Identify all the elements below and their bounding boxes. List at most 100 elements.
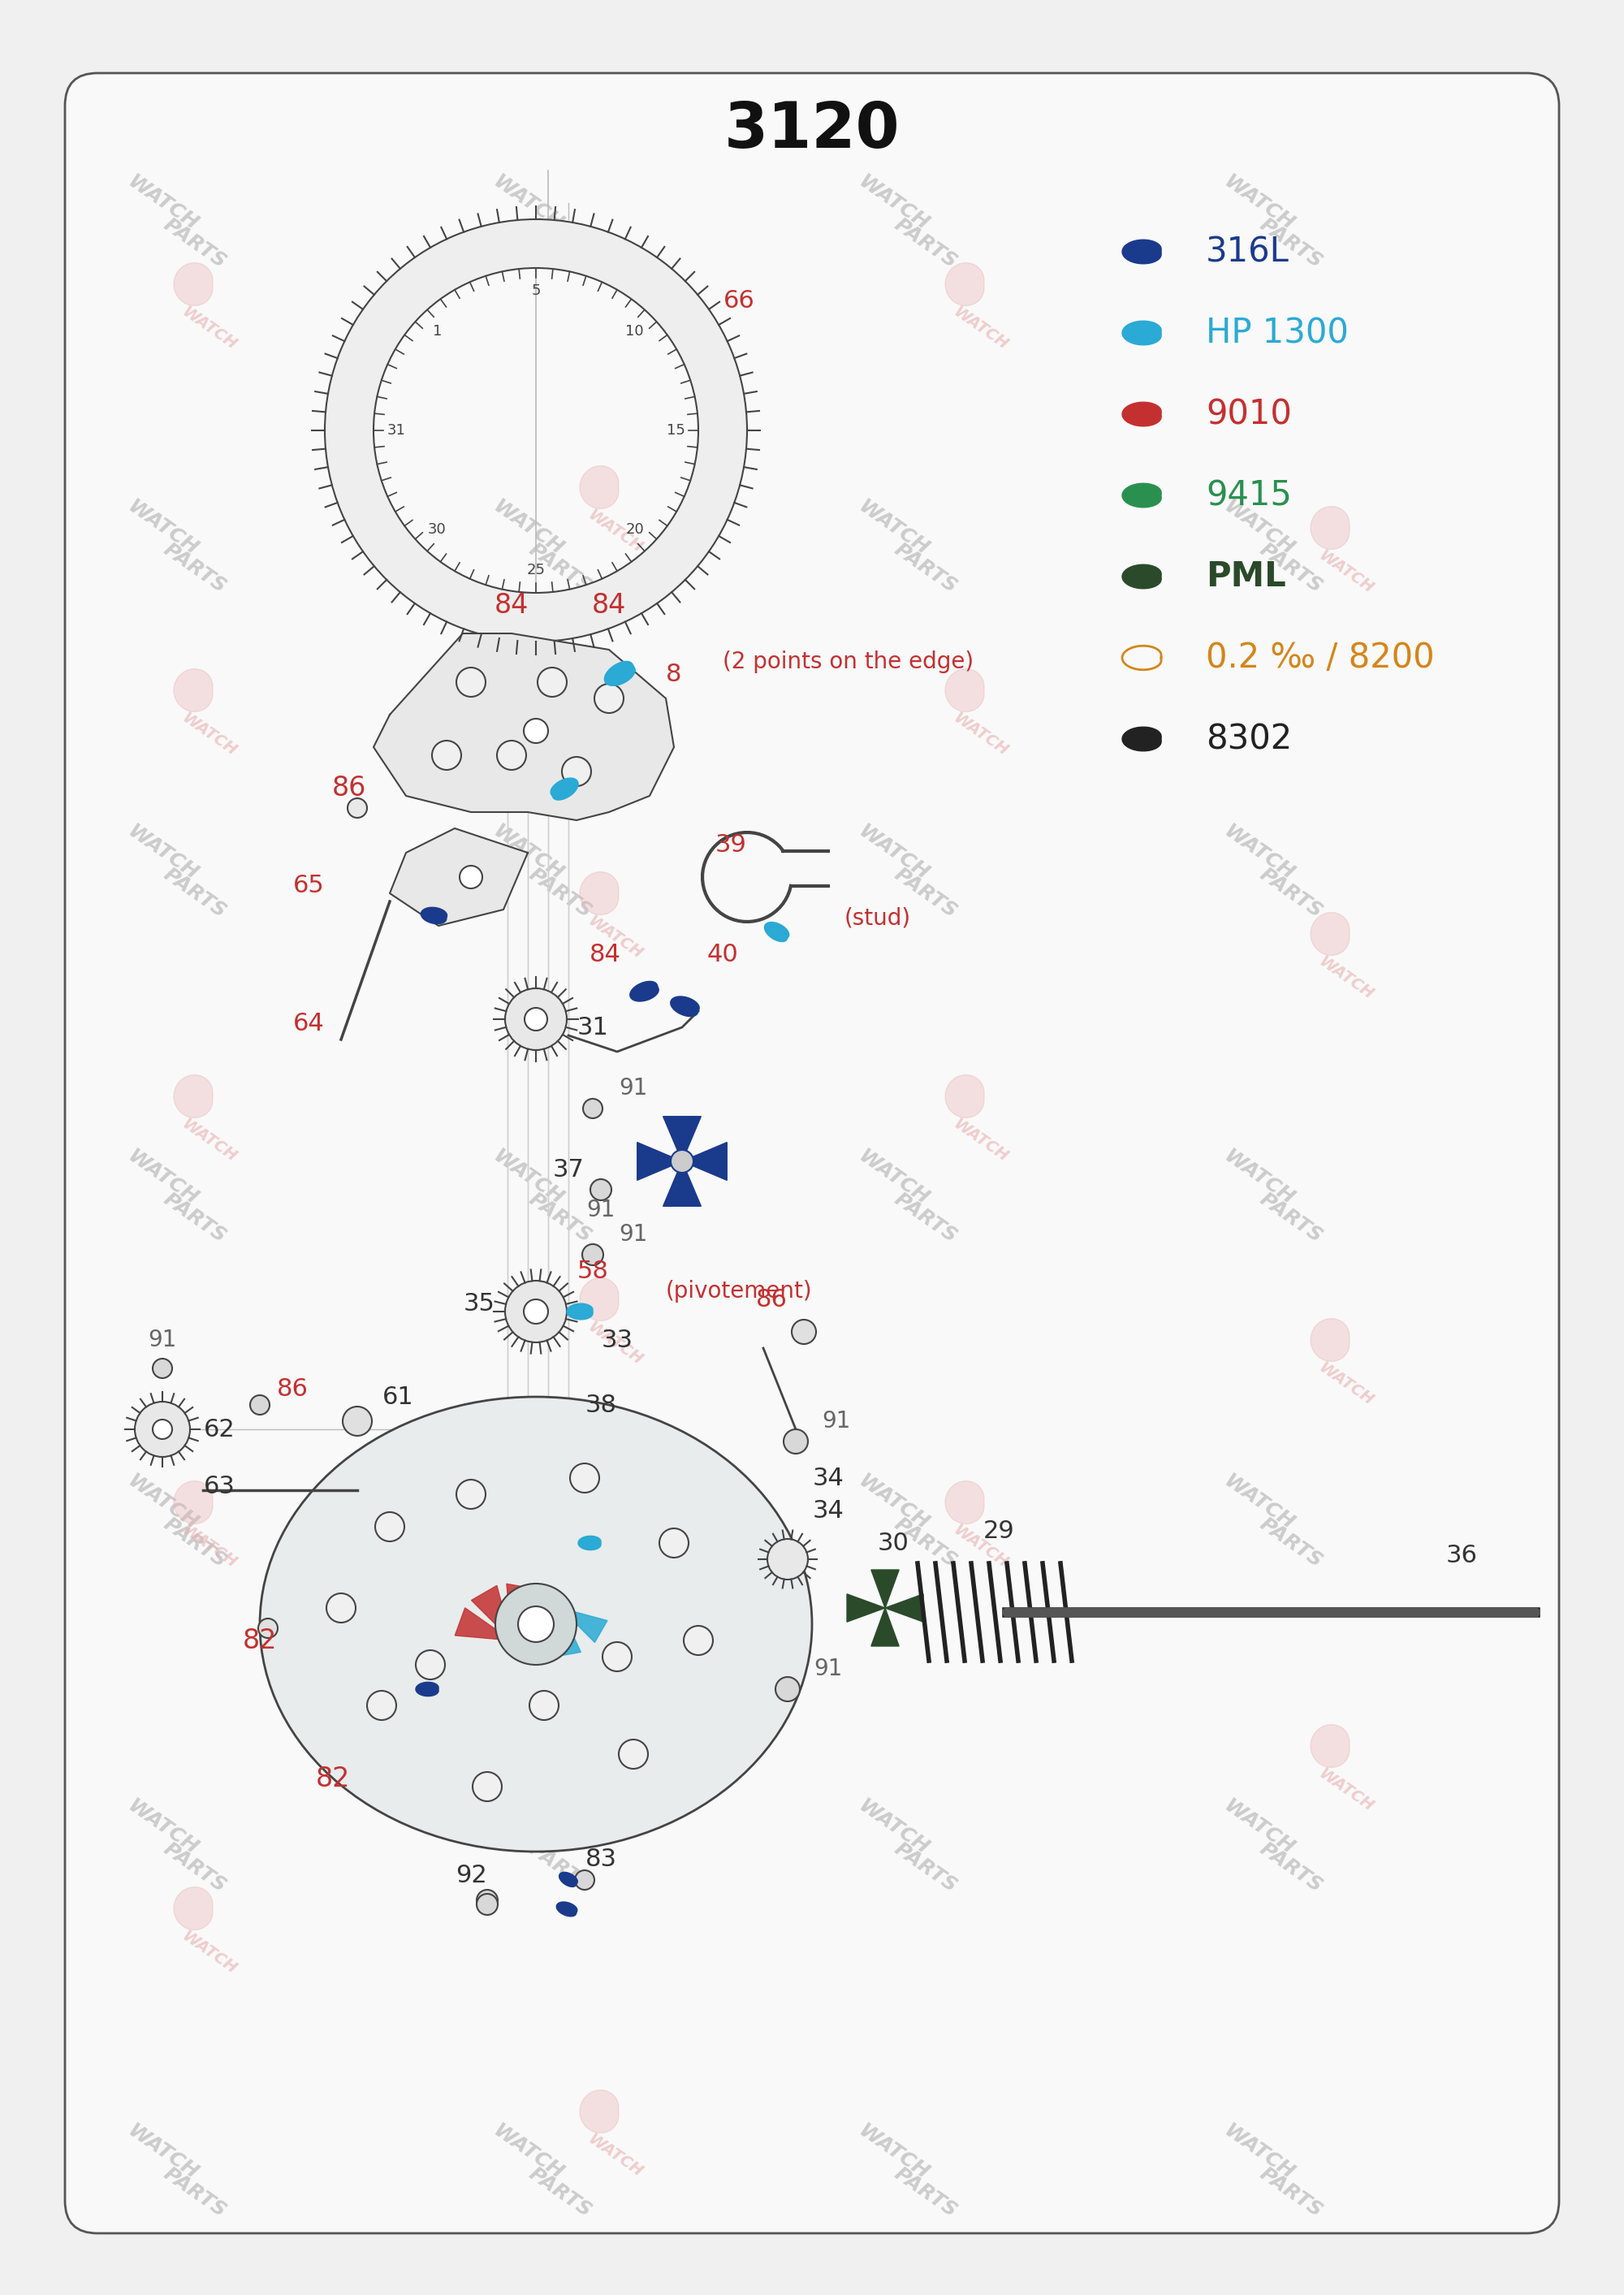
- Circle shape: [619, 1740, 648, 1769]
- Circle shape: [671, 1150, 693, 1173]
- Circle shape: [518, 1606, 554, 1641]
- Text: WATCH: WATCH: [123, 2121, 201, 2183]
- Polygon shape: [765, 923, 789, 941]
- Circle shape: [583, 1099, 603, 1118]
- Text: 82: 82: [315, 1765, 351, 1792]
- Polygon shape: [455, 1609, 512, 1641]
- Polygon shape: [663, 1115, 702, 1161]
- Text: 35: 35: [463, 1292, 495, 1315]
- Circle shape: [525, 1008, 547, 1030]
- Text: WATCH: WATCH: [585, 507, 646, 555]
- Circle shape: [375, 1512, 404, 1542]
- Text: PARTS: PARTS: [890, 539, 961, 597]
- Text: PML: PML: [1205, 560, 1286, 594]
- Text: WATCH: WATCH: [585, 1320, 646, 1368]
- Circle shape: [326, 1593, 356, 1623]
- Circle shape: [460, 865, 482, 888]
- Circle shape: [153, 1421, 172, 1439]
- Text: WATCH: WATCH: [489, 172, 567, 234]
- Polygon shape: [580, 2091, 619, 2132]
- Text: WATCH: WATCH: [854, 172, 932, 234]
- Circle shape: [258, 1618, 278, 1639]
- Text: WATCH: WATCH: [1315, 955, 1377, 1003]
- Text: WATCH: WATCH: [585, 2132, 646, 2180]
- Text: 316L: 316L: [1205, 234, 1289, 269]
- Polygon shape: [174, 1886, 213, 1930]
- Text: 8302: 8302: [1205, 723, 1293, 755]
- Circle shape: [153, 1359, 172, 1377]
- Text: PARTS: PARTS: [1255, 539, 1327, 597]
- Text: 91: 91: [148, 1329, 177, 1352]
- Polygon shape: [174, 1074, 213, 1118]
- Text: WATCH: WATCH: [489, 1471, 567, 1533]
- Circle shape: [581, 1244, 604, 1265]
- Polygon shape: [945, 264, 984, 305]
- Text: 37: 37: [552, 1157, 585, 1182]
- Text: WATCH: WATCH: [123, 1471, 201, 1533]
- Text: WATCH: WATCH: [179, 711, 240, 760]
- Text: PARTS: PARTS: [159, 1838, 231, 1896]
- Text: 9415: 9415: [1205, 477, 1291, 512]
- Text: 1: 1: [432, 324, 442, 340]
- Text: 40: 40: [706, 943, 739, 966]
- Polygon shape: [507, 1584, 536, 1641]
- Text: 64: 64: [292, 1012, 325, 1035]
- Text: 36: 36: [1445, 1545, 1478, 1567]
- Polygon shape: [1122, 565, 1161, 588]
- Text: WATCH: WATCH: [1315, 549, 1377, 597]
- Text: PARTS: PARTS: [159, 865, 231, 923]
- Circle shape: [135, 1402, 190, 1457]
- Polygon shape: [174, 1480, 213, 1524]
- Wedge shape: [325, 220, 747, 643]
- FancyBboxPatch shape: [65, 73, 1559, 2233]
- Text: WATCH: WATCH: [854, 822, 932, 884]
- Text: 25: 25: [526, 562, 546, 578]
- Text: 91: 91: [619, 1223, 648, 1246]
- Circle shape: [562, 757, 591, 787]
- Polygon shape: [174, 264, 213, 305]
- Polygon shape: [945, 1480, 984, 1524]
- Text: PARTS: PARTS: [1255, 1515, 1327, 1572]
- Polygon shape: [848, 1595, 885, 1623]
- Text: 31: 31: [387, 422, 406, 438]
- Text: 5: 5: [531, 282, 541, 298]
- Text: 9010: 9010: [1205, 397, 1291, 431]
- Polygon shape: [604, 661, 635, 686]
- Circle shape: [505, 1281, 567, 1343]
- Circle shape: [525, 718, 549, 744]
- Text: 84: 84: [591, 592, 627, 617]
- Circle shape: [497, 741, 526, 769]
- Text: PARTS: PARTS: [1255, 1189, 1327, 1246]
- Text: 31: 31: [577, 1014, 609, 1040]
- Text: 29: 29: [983, 1519, 1015, 1542]
- Text: PARTS: PARTS: [159, 216, 231, 273]
- Text: PARTS: PARTS: [1255, 216, 1327, 273]
- Text: 91: 91: [822, 1409, 851, 1432]
- Circle shape: [768, 1540, 809, 1579]
- Polygon shape: [870, 1609, 900, 1646]
- Polygon shape: [663, 1161, 702, 1207]
- Text: WATCH: WATCH: [854, 496, 932, 560]
- Text: WATCH: WATCH: [1220, 1797, 1298, 1859]
- Circle shape: [456, 1480, 486, 1508]
- Text: 58: 58: [577, 1260, 609, 1283]
- Circle shape: [538, 668, 567, 698]
- Text: WATCH: WATCH: [123, 172, 201, 234]
- Polygon shape: [1122, 239, 1161, 264]
- Text: WATCH: WATCH: [854, 2121, 932, 2183]
- Text: WATCH: WATCH: [950, 711, 1012, 760]
- Text: 62: 62: [203, 1418, 235, 1441]
- Text: PARTS: PARTS: [159, 2164, 231, 2222]
- Polygon shape: [520, 1609, 560, 1652]
- Text: (stud): (stud): [844, 907, 911, 929]
- Polygon shape: [1122, 728, 1161, 750]
- Text: 83: 83: [585, 1847, 617, 1870]
- Polygon shape: [1311, 1320, 1350, 1361]
- Polygon shape: [471, 1586, 512, 1641]
- Text: 30: 30: [429, 521, 447, 537]
- Text: WATCH: WATCH: [1220, 822, 1298, 884]
- Polygon shape: [512, 1595, 564, 1641]
- Polygon shape: [559, 1873, 578, 1886]
- Text: PARTS: PARTS: [525, 539, 596, 597]
- Polygon shape: [885, 1595, 922, 1623]
